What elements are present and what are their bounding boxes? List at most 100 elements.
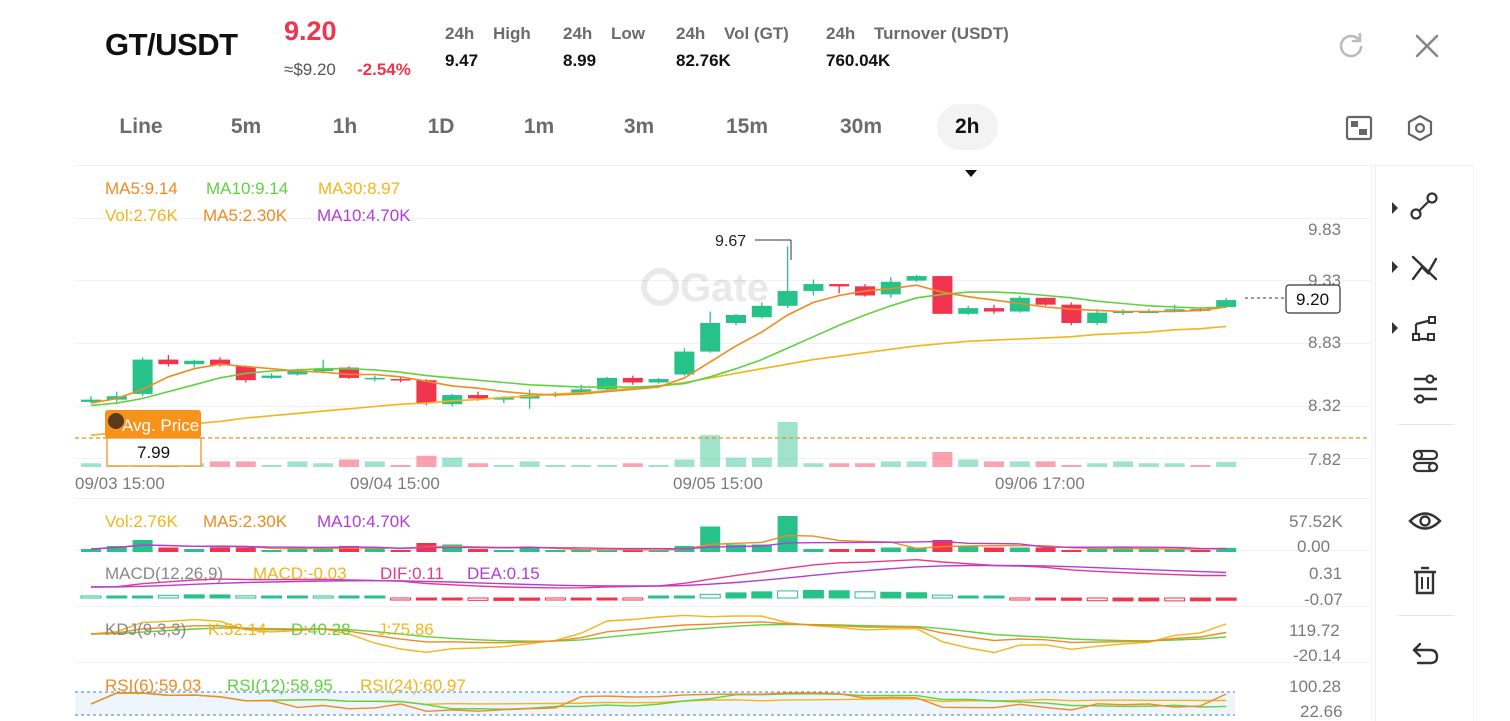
volume-bar-faded	[622, 463, 643, 467]
toolbar-divider	[1398, 424, 1454, 425]
macd-histogram-bar	[390, 597, 412, 601]
kdj-k: K:52.14	[208, 620, 267, 639]
volume-bar	[855, 549, 875, 552]
settings-sliders-icon[interactable]	[1376, 369, 1473, 409]
volume-bar-faded	[726, 457, 746, 467]
macd-histogram-bar	[157, 594, 179, 599]
volume-bar	[1113, 547, 1133, 552]
candle	[81, 399, 101, 402]
macd-histogram-bar	[493, 597, 515, 601]
macd-histogram-bar	[777, 590, 799, 599]
volume-bar	[364, 547, 385, 552]
volume-bar	[261, 550, 282, 552]
macd-dif: DIF:0.11	[380, 564, 444, 583]
tab-30m[interactable]: 30m	[839, 115, 883, 138]
macd-value: MACD:-0.03	[253, 564, 347, 583]
volume-bar	[1164, 549, 1185, 552]
rsi6-legend: RSI(6):59.03	[105, 676, 201, 695]
candle	[364, 377, 385, 380]
candle	[777, 290, 798, 306]
macd-histogram-bar	[725, 592, 747, 599]
last-price: 9.20	[284, 16, 337, 46]
vol-ma5-legend: MA5:2.30K	[203, 206, 288, 225]
volume-bar	[648, 550, 669, 552]
volume-bar-faded	[880, 461, 901, 467]
macd-histogram-bar	[1060, 597, 1082, 601]
macd-histogram-bar	[312, 595, 334, 599]
tab-15m[interactable]: 15m	[725, 115, 769, 138]
time-tick: 09/03 15:00	[75, 474, 165, 493]
candle	[803, 284, 824, 291]
volume-bar-faded	[235, 461, 256, 467]
kdj-tick-max: 119.72	[1289, 621, 1340, 640]
chart-area[interactable]: Gate 9.67 MA5:9.14 MA10:9.14 MA30:8.97 V…	[75, 165, 1375, 720]
tab-5m[interactable]: 5m	[230, 115, 262, 138]
eye-icon[interactable]	[1376, 501, 1473, 541]
volume-bar	[751, 544, 772, 552]
volume-ma10-line	[90, 540, 1227, 550]
volume-bar-faded	[545, 465, 566, 467]
tab-1d[interactable]: 1D	[427, 115, 455, 138]
pair-name: GT/USDT	[105, 27, 238, 62]
vol-legend: Vol:2.76K	[105, 206, 178, 225]
macd-histogram-bar	[802, 589, 824, 599]
candlestick-chart[interactable]: Gate 9.67 MA5:9.14 MA10:9.14 MA30:8.97 V…	[75, 165, 1375, 720]
candle	[158, 359, 179, 365]
macd-histogram-bar	[1189, 597, 1211, 602]
shape-icon[interactable]	[1376, 308, 1473, 348]
indicator-icon[interactable]	[1376, 440, 1473, 480]
volume-bar	[184, 549, 205, 552]
volume-bar	[1138, 549, 1159, 552]
high-marker-label: 9.67	[715, 233, 746, 250]
volume-bar	[880, 547, 901, 552]
usd-price: ≈$9.20	[284, 60, 336, 79]
volume-bar-faded	[958, 459, 979, 467]
refresh-icon[interactable]	[1336, 31, 1366, 61]
ma10-line	[90, 291, 1227, 407]
candle	[261, 375, 282, 378]
candle	[313, 368, 334, 372]
stat-label: High	[493, 24, 531, 43]
trash-icon[interactable]	[1376, 562, 1473, 602]
volume-bar	[777, 516, 798, 552]
tab-1m[interactable]: 1m	[523, 115, 555, 138]
avg-price-badge[interactable]: Avg. Price 7.99	[105, 410, 202, 467]
macd-histogram-bar	[235, 595, 257, 599]
tab-3m[interactable]: 3m	[623, 115, 655, 138]
candle	[726, 314, 746, 323]
macd-histogram-bar	[854, 591, 876, 599]
volume-bar	[829, 549, 850, 552]
tab-2h-dropdown[interactable]: 2h	[937, 104, 998, 177]
macd-histogram-bar	[622, 597, 644, 601]
stat-label: Turnover (USDT)	[874, 24, 1009, 43]
macd-histogram-bar	[364, 595, 386, 599]
volume-panel-ma5: MA5:2.30K	[203, 512, 288, 531]
stat-value: 82.76K	[676, 51, 731, 70]
time-tick: 09/05 15:00	[673, 474, 763, 493]
kdj-k-line	[90, 621, 1227, 644]
undo-icon[interactable]	[1376, 632, 1473, 672]
volume-bar-faded	[364, 461, 385, 467]
volume-bar	[1009, 547, 1030, 552]
close-icon[interactable]	[1413, 32, 1441, 60]
cross-lines-icon[interactable]	[1376, 247, 1473, 287]
rsi6-line	[90, 692, 1227, 713]
volume-bar	[519, 547, 540, 552]
stat-value: 8.99	[563, 51, 597, 70]
volume-bar	[81, 549, 101, 552]
stat-value: 760.04K	[826, 51, 891, 70]
avg-price-label: Avg. Price	[122, 416, 199, 435]
tab-line[interactable]: Line	[119, 115, 163, 138]
macd-histogram-bar	[880, 591, 902, 599]
picture-in-picture-icon[interactable]	[1345, 115, 1373, 141]
settings-hex-icon[interactable]	[1405, 113, 1435, 143]
macd-histogram-bar	[261, 595, 283, 599]
volume-bar	[339, 546, 359, 552]
tab-1h[interactable]: 1h	[332, 115, 358, 138]
current-price-tag	[1285, 284, 1341, 314]
volume-bar	[132, 540, 153, 552]
volume-bar	[210, 547, 230, 552]
volume-bar	[493, 550, 514, 552]
candle	[1216, 300, 1237, 307]
trend-line-icon[interactable]	[1376, 186, 1473, 226]
